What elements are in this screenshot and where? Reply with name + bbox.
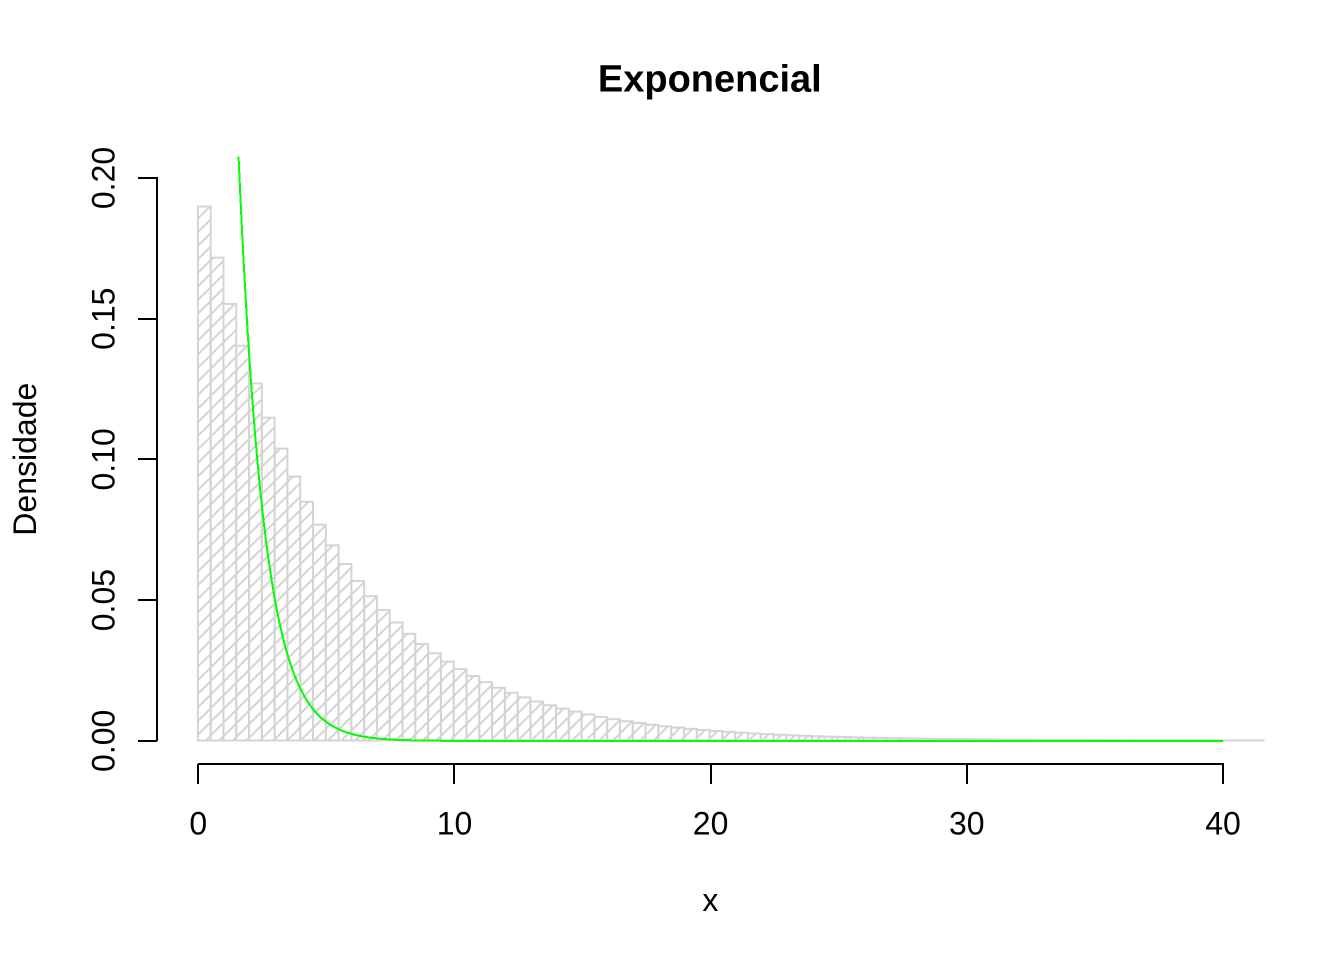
svg-text:30: 30: [949, 806, 985, 842]
svg-text:0.15: 0.15: [86, 288, 122, 350]
svg-text:x: x: [702, 882, 718, 918]
svg-text:10: 10: [437, 806, 473, 842]
svg-text:0.00: 0.00: [86, 710, 122, 772]
svg-text:Exponencial: Exponencial: [598, 59, 822, 101]
svg-text:0.20: 0.20: [86, 147, 122, 209]
svg-text:0.10: 0.10: [86, 428, 122, 490]
svg-text:0.05: 0.05: [86, 569, 122, 631]
svg-text:20: 20: [693, 806, 729, 842]
svg-text:40: 40: [1205, 806, 1241, 842]
svg-text:0: 0: [189, 806, 207, 842]
svg-text:Densidade: Densidade: [7, 383, 43, 536]
